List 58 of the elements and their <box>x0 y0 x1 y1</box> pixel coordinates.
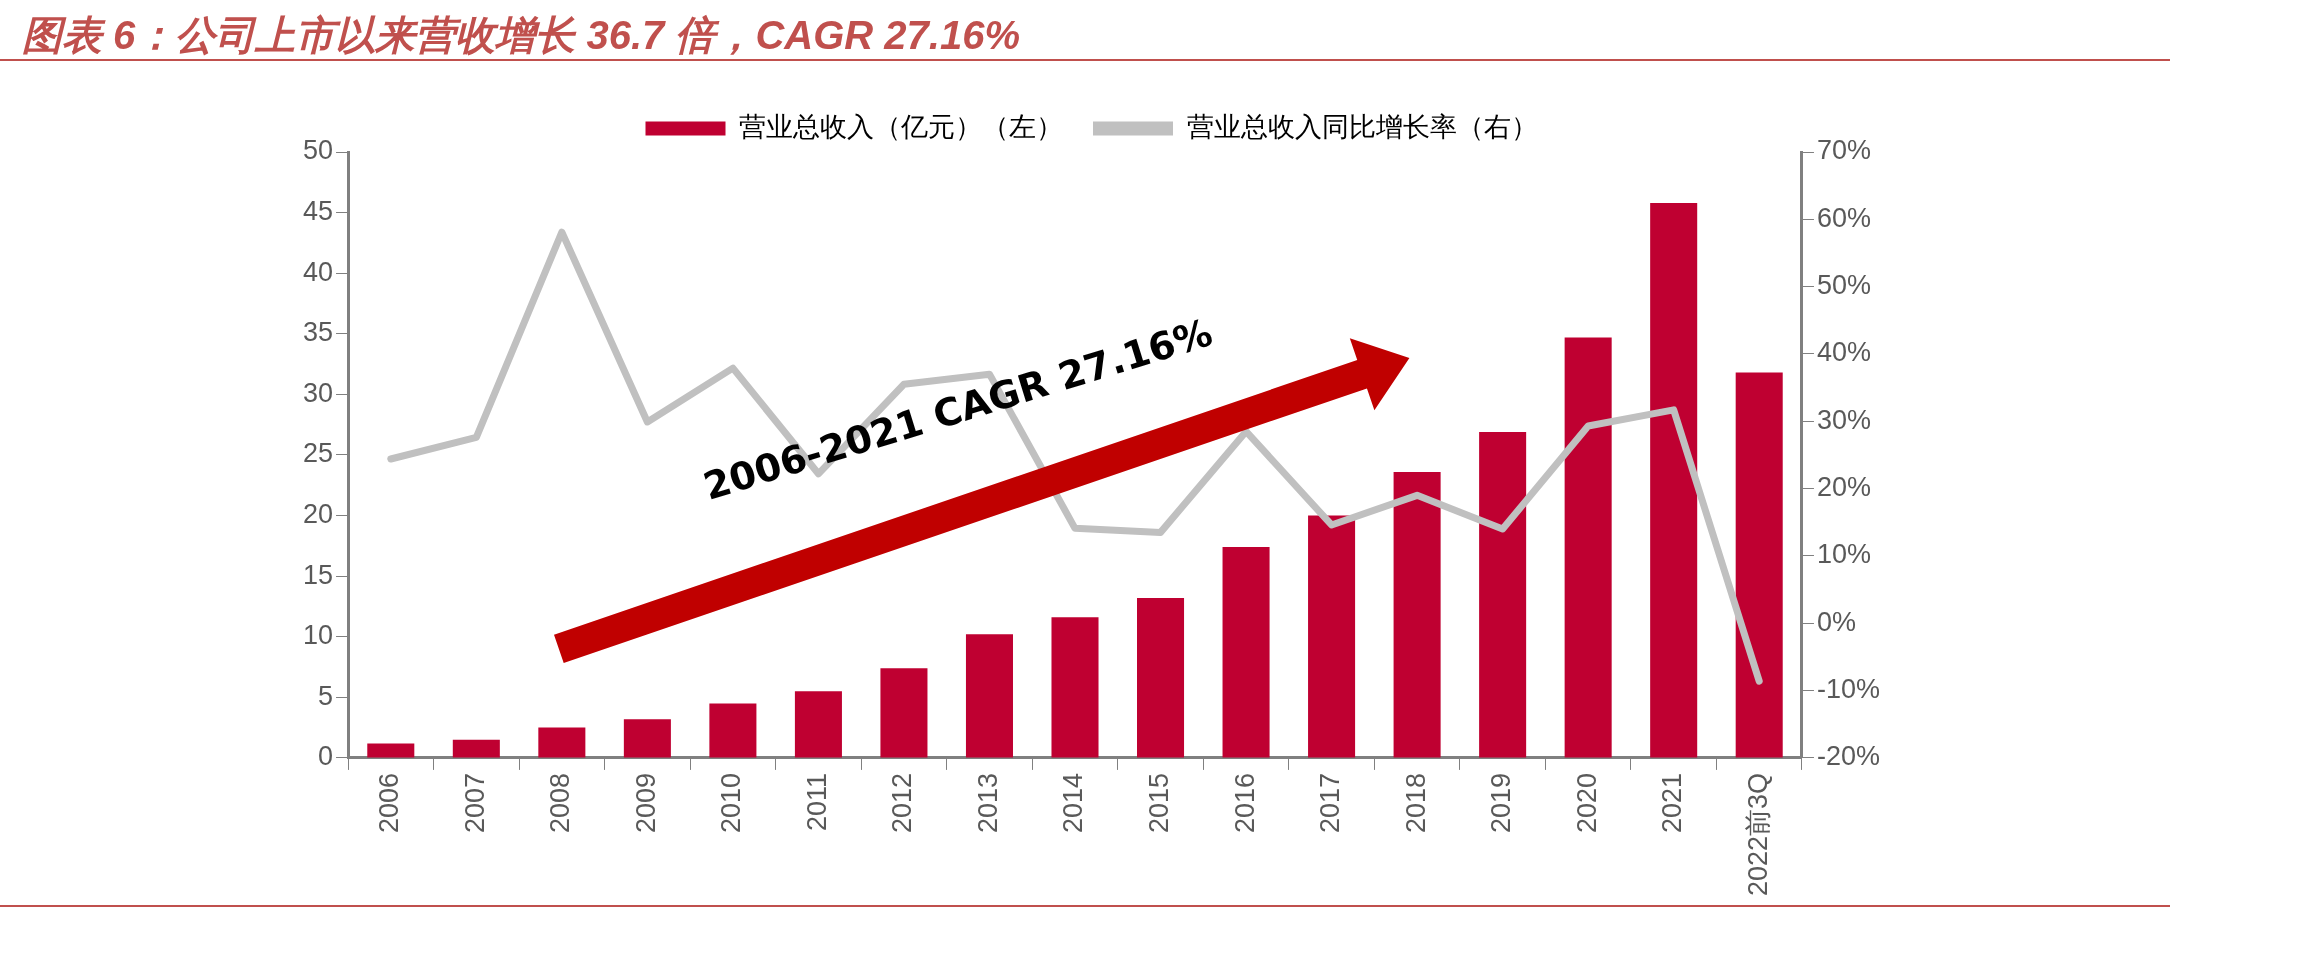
y2-tick-label: -10% <box>1816 674 1880 705</box>
x-tick-label: 2009 <box>630 772 661 833</box>
x-tick-label: 2007 <box>459 772 490 833</box>
y-tick-label: 45 <box>302 196 334 227</box>
bar <box>1393 471 1441 758</box>
bar <box>1735 372 1783 758</box>
x-tick-label: 2011 <box>801 772 832 831</box>
y-tick-label: 25 <box>302 438 334 469</box>
y2-tick-label: 30% <box>1816 404 1872 435</box>
x-tick-label: 2013 <box>972 772 1003 833</box>
x-tick-label: 2015 <box>1143 772 1174 833</box>
y-tick-label: 5 <box>318 680 334 711</box>
bar <box>623 719 671 758</box>
legend-label: 营业总收入同比增长率（右） <box>1186 110 1538 142</box>
y-tick-label: 10 <box>302 620 334 651</box>
y2-tick-label: 10% <box>1816 539 1872 570</box>
bar <box>1308 515 1356 758</box>
y2-tick-label: 20% <box>1816 472 1872 503</box>
bar <box>1650 202 1698 758</box>
bar <box>1222 547 1270 758</box>
x-tick-label: 2020 <box>1571 772 1602 833</box>
y-tick-label: 15 <box>302 559 334 590</box>
bar <box>452 739 500 758</box>
x-tick-label: 2006 <box>374 772 405 833</box>
y2-tick-label: 70% <box>1816 135 1872 166</box>
chart-title: 图表 6：公司上市以来营收增长 36.7 倍，CAGR 27.16% <box>22 12 1020 59</box>
x-tick-label: 2019 <box>1486 772 1517 833</box>
legend-label: 营业总收入（亿元）（左） <box>739 110 1063 142</box>
y-tick-label: 20 <box>302 499 334 529</box>
bar <box>1479 431 1527 758</box>
x-tick-label: 2018 <box>1400 772 1431 833</box>
y2-tick-label: -20% <box>1816 741 1880 772</box>
x-tick-label: 2021 <box>1657 772 1688 833</box>
y2-tick-label: 50% <box>1816 270 1872 301</box>
bar <box>1051 617 1099 758</box>
x-tick-label: 2017 <box>1315 772 1346 833</box>
bar <box>709 703 757 758</box>
y2-tick-label: 60% <box>1816 202 1872 233</box>
x-tick-label: 2022前3Q <box>1742 772 1773 897</box>
x-tick-label: 2010 <box>716 772 747 833</box>
y-tick-label: 50 <box>302 135 334 166</box>
bar <box>880 668 928 758</box>
bar <box>1564 337 1612 758</box>
bar <box>794 691 842 758</box>
y-tick-label: 40 <box>302 256 334 287</box>
bar <box>538 727 586 758</box>
y-tick-label: 30 <box>302 377 334 408</box>
y-tick-label: 0 <box>318 741 334 772</box>
x-tick-label: 2012 <box>887 772 918 833</box>
y2-tick-label: 0% <box>1816 606 1856 637</box>
bar <box>1137 597 1185 758</box>
bar <box>367 743 415 758</box>
x-tick-label: 2008 <box>545 772 576 833</box>
x-tick-label: 2014 <box>1058 772 1089 833</box>
y2-tick-label: 40% <box>1816 337 1872 368</box>
bar <box>965 634 1013 758</box>
y-tick-label: 35 <box>302 317 334 348</box>
x-tick-label: 2016 <box>1229 772 1260 833</box>
